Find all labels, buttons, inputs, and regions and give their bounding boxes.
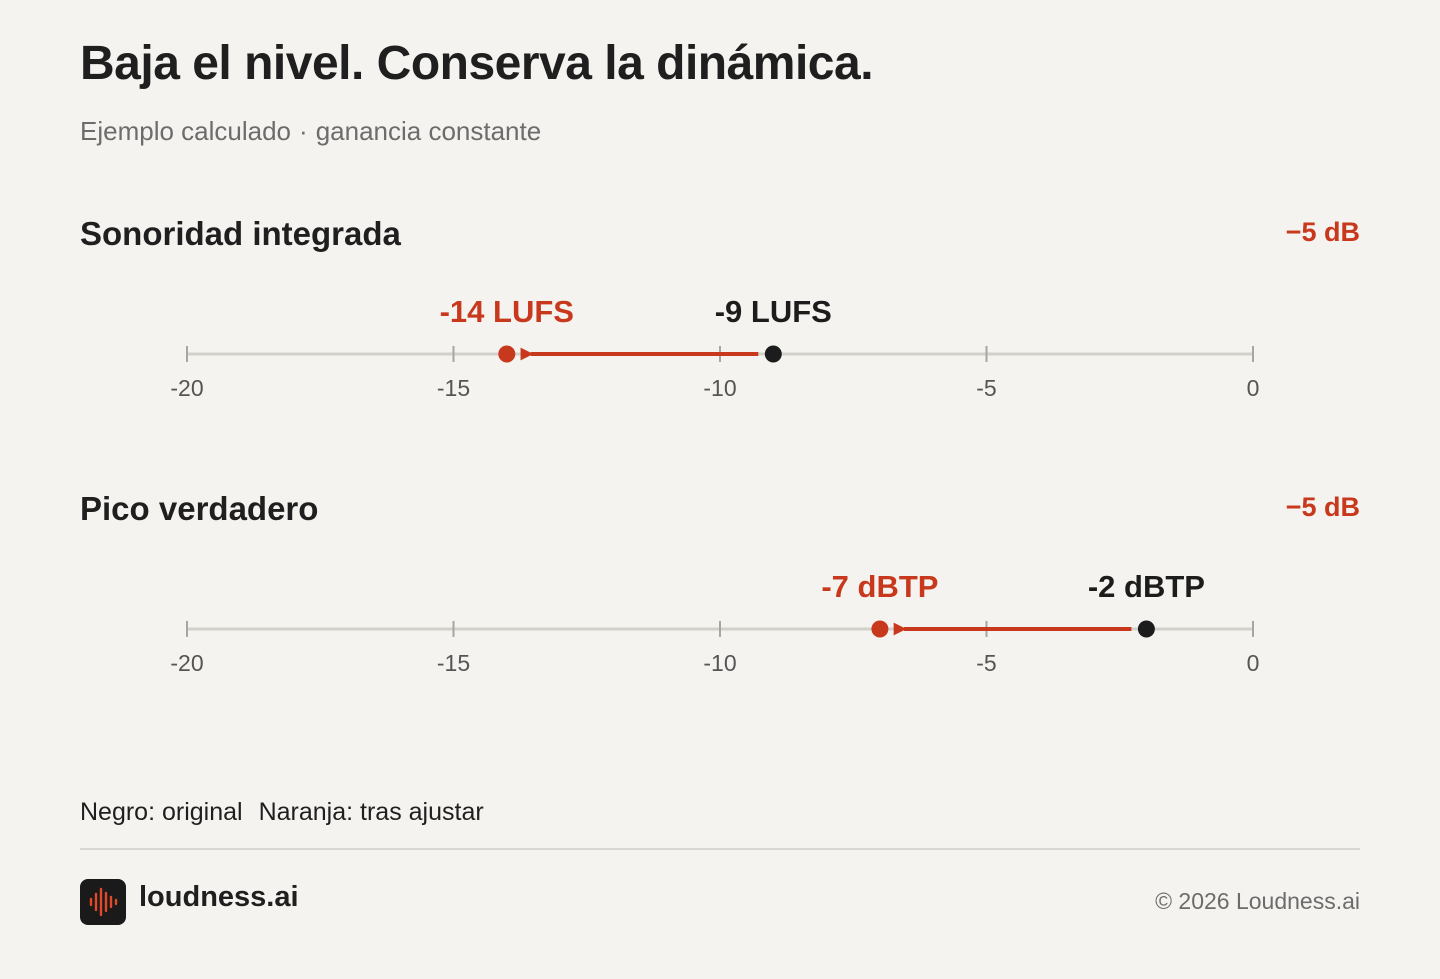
original-value-label: -9 LUFS: [715, 294, 832, 329]
tick-label: -5: [976, 650, 996, 676]
delta-label: −5 dB: [1286, 217, 1360, 247]
tick-label: -15: [437, 375, 470, 401]
adjusted-value-label: -7 dBTP: [821, 569, 938, 604]
adjusted-value-label: -14 LUFS: [440, 294, 574, 329]
tick-label: 0: [1247, 650, 1260, 676]
chart-title: Sonoridad integrada: [80, 215, 402, 252]
tick-label: -10: [703, 650, 736, 676]
subtitle-separator: ·: [299, 116, 308, 146]
brand: loudness.ai: [80, 879, 299, 925]
brand-name: loudness.ai: [139, 880, 299, 913]
tick-label: 0: [1247, 375, 1260, 401]
page-subtitle: Ejemplo calculado · ganancia constante: [80, 116, 541, 147]
copyright: © 2026 Loudness.ai: [1155, 888, 1360, 914]
legend-original: Negro: original: [80, 798, 243, 826]
original-point: [1137, 620, 1155, 638]
tick-label: -15: [437, 650, 470, 676]
tick-label: -20: [170, 650, 203, 676]
original-value-label: -2 dBTP: [1088, 569, 1205, 604]
adjusted-point: [498, 345, 516, 363]
tick-label: -5: [976, 375, 996, 401]
tick-label: -20: [170, 375, 203, 401]
original-point: [764, 345, 782, 363]
tick-label: -10: [703, 375, 736, 401]
waveform-icon: [80, 879, 126, 925]
legend-adjusted: Naranja: tras ajustar: [258, 798, 484, 826]
delta-label: −5 dB: [1286, 492, 1360, 522]
legend: Negro: original Naranja: tras ajustar: [80, 798, 484, 827]
page-title: Baja el nivel. Conserva la dinámica.: [80, 37, 874, 90]
subtitle-example: Ejemplo calculado: [80, 116, 292, 146]
adjusted-point: [871, 620, 889, 638]
chart-title: Pico verdadero: [80, 490, 318, 527]
subtitle-gain: ganancia constante: [315, 116, 542, 146]
footer-divider: [80, 848, 1360, 850]
